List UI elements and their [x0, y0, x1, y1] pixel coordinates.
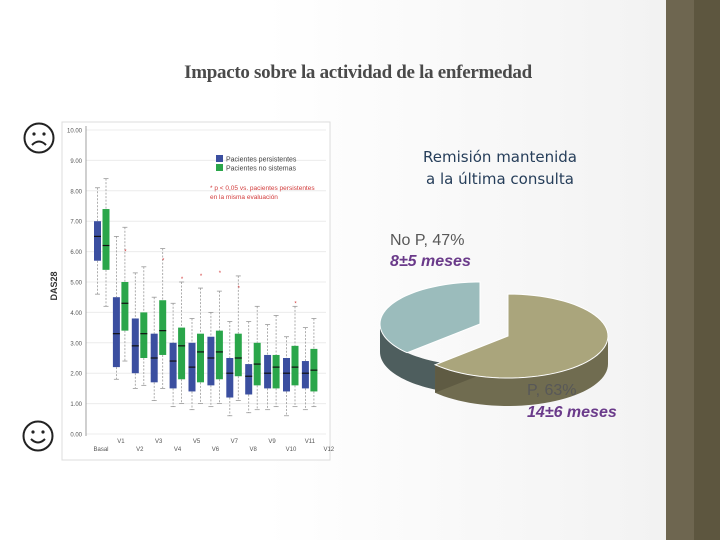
- significance-marker: *: [200, 274, 203, 280]
- box: [272, 354, 280, 389]
- significance-marker: *: [162, 259, 165, 265]
- y-tick-label: 1.00: [70, 402, 82, 408]
- x-tick-label: V4: [174, 447, 182, 453]
- box: [264, 354, 272, 389]
- significance-marker: *: [181, 277, 184, 283]
- pie-sublabel-p: 14±6 meses: [527, 404, 617, 421]
- box: [215, 330, 223, 380]
- legend-swatch-persistentes: [216, 155, 223, 162]
- x-tick-label: V12: [323, 447, 334, 453]
- x-tick-label: V6: [212, 447, 220, 453]
- legend-note-line1: * p < 0,05 vs. pacientes persistentes: [210, 185, 315, 192]
- happy-face-icon: [22, 420, 54, 452]
- y-tick-label: 4.00: [70, 311, 82, 317]
- significance-marker: *: [219, 271, 222, 277]
- box: [245, 364, 253, 395]
- box: [159, 300, 167, 355]
- box: [178, 327, 186, 380]
- y-tick-label: 8.00: [70, 189, 82, 195]
- slide-title: Impacto sobre la actividad de la enferme…: [184, 62, 532, 83]
- x-tick-label: Basal: [93, 447, 108, 453]
- x-tick-label: V9: [268, 439, 276, 445]
- box: [226, 358, 234, 398]
- box: [291, 345, 299, 386]
- x-tick-label: V7: [231, 439, 239, 445]
- box: [234, 333, 242, 377]
- x-tick-label: V1: [117, 439, 125, 445]
- box: [197, 333, 204, 383]
- box: [112, 297, 120, 368]
- y-tick-label: 2.00: [70, 372, 82, 378]
- pie-title-line2: a la última consulta: [426, 170, 574, 188]
- y-tick-label: 10.00: [67, 129, 83, 135]
- box: [301, 361, 309, 389]
- pie-sublabel-no-p: 8±5 meses: [390, 253, 471, 270]
- x-tick-label: V8: [250, 447, 258, 453]
- pie-slice-no-p: [379, 281, 481, 354]
- x-tick-label: V11: [305, 439, 316, 445]
- x-tick-label: V2: [136, 447, 144, 453]
- significance-marker: *: [238, 286, 241, 292]
- pie-label-no-p: No P, 47%: [390, 232, 465, 249]
- pie-slice-p: [433, 293, 609, 379]
- x-tick-label: V10: [286, 447, 297, 453]
- y-tick-label: 5.00: [70, 281, 82, 287]
- boxplot-y-label: DAS28: [49, 271, 59, 300]
- x-tick-label: V5: [193, 439, 201, 445]
- legend-label-persistentes: Pacientes persistentes: [226, 157, 297, 164]
- boxplot-boxes: * * * * * * *: [94, 178, 318, 417]
- box: [94, 221, 101, 261]
- sad-face-icon: [23, 122, 55, 154]
- box: [207, 336, 215, 386]
- significance-marker: *: [294, 301, 297, 307]
- y-tick-label: 3.00: [70, 341, 82, 347]
- significance-marker: *: [124, 250, 127, 256]
- x-tick-label: V3: [155, 439, 163, 445]
- boxplot-x-ticks: Basal V2 V4 V6 V8 V10 V12 V1 V3 V5 V7 V9 V11: [93, 439, 334, 453]
- boxplot-y-ticks: 0.00 1.00 2.00 3.00 4.00 5.00 6.00 7.00 8.00 9.00…: [67, 129, 83, 439]
- legend-swatch-otros: [216, 164, 223, 171]
- box: [169, 342, 177, 389]
- boxplot-legend: Pacientes persistentes Pacientes no sist…: [210, 155, 315, 201]
- y-tick-label: 7.00: [70, 220, 82, 226]
- pie-title-line1: Remisión mantenida: [423, 148, 577, 166]
- box: [121, 282, 129, 331]
- pie-label-p: P, 63%: [527, 382, 577, 399]
- pie-slice-p-side: [435, 336, 608, 406]
- legend-label-otros: Pacientes no sistemas: [226, 166, 297, 173]
- y-tick-label: 6.00: [70, 250, 82, 256]
- box: [283, 358, 290, 392]
- box: [140, 312, 148, 358]
- y-tick-label: 9.00: [70, 159, 82, 165]
- legend-note-line2: en la misma evaluación: [210, 194, 278, 201]
- pie-chart-title: Remisión mantenida a la última consulta: [400, 146, 600, 190]
- y-tick-label: 0.00: [70, 433, 82, 439]
- box: [102, 209, 110, 270]
- right-decorative-band-dark: [694, 0, 720, 540]
